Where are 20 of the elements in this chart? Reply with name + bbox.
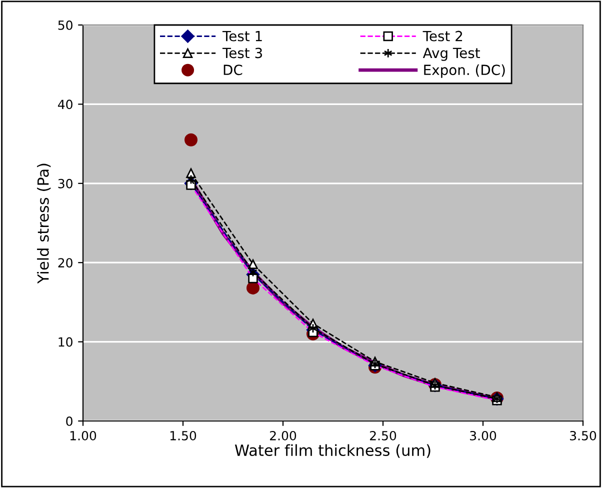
x-tick-label: 1.00 [70,430,96,440]
x-tick-label: 2.50 [370,430,396,440]
legend-label: Test 3 [222,48,262,58]
x-tick-label: 1.50 [170,430,196,440]
y-tick-label: 50 [58,20,72,30]
x-axis-title: Water film thickness (um) [234,444,430,458]
y-tick-label: 20 [58,258,72,268]
legend-label: Avg Test [422,48,480,61]
x-tick-label: 3.00 [470,430,496,440]
y-tick-label: 30 [58,178,72,188]
legend-label: Test 1 [222,30,262,42]
y-axis-title: Yield stress (Pa) [37,164,51,284]
legend-label: Expon. (DC) [424,64,505,78]
legend-label: DC [224,64,242,76]
legend-label: Test 2 [422,30,462,42]
x-tick-label: 3.50 [570,430,596,440]
y-tick-label: 40 [58,100,72,110]
x-tick-label: 2.00 [270,430,296,440]
y-tick-label: 0 [66,416,72,426]
y-tick-label: 10 [58,337,72,347]
